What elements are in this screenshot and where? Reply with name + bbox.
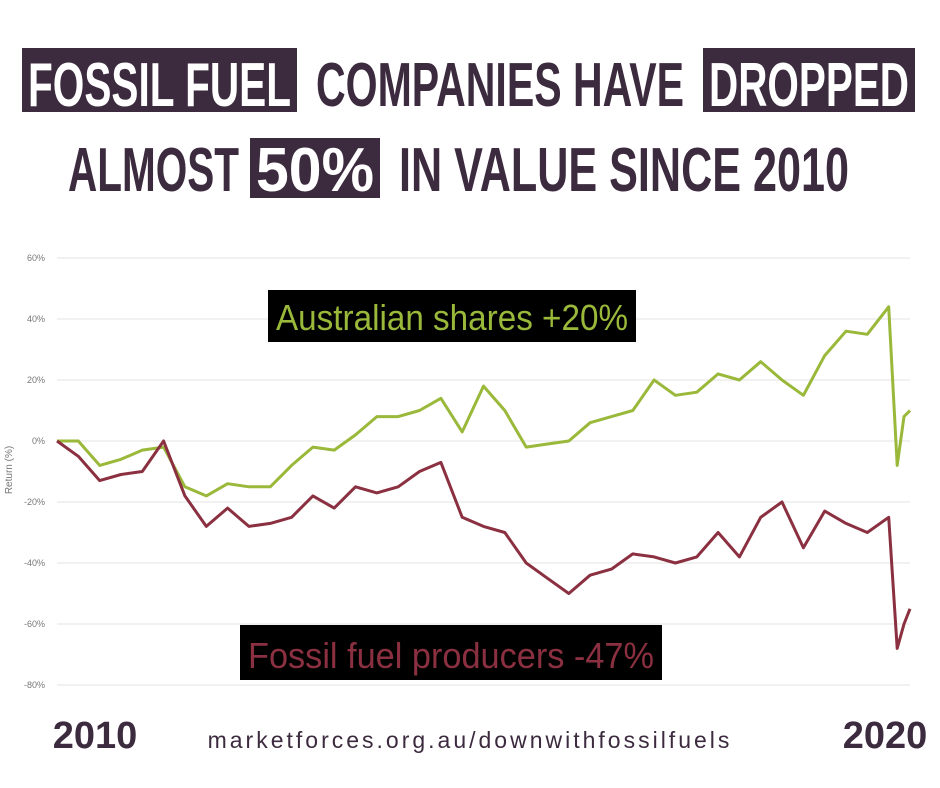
title-highlight xyxy=(703,48,915,112)
title-text: 50% xyxy=(256,136,374,205)
y-tick-label: 60% xyxy=(27,253,45,263)
title-text: FOSSIL FUEL xyxy=(28,51,291,120)
annotation-box xyxy=(268,290,636,342)
annotation-text: Fossil fuel producers -47% xyxy=(248,635,654,676)
title-highlight xyxy=(250,138,380,198)
annotation-text: Australian shares +20% xyxy=(276,297,628,338)
y-tick-label: 20% xyxy=(27,375,45,385)
series-line xyxy=(57,305,912,498)
annotation-box xyxy=(240,625,662,680)
title-text: ALMOST xyxy=(68,136,239,205)
y-tick-label: 0% xyxy=(32,436,45,446)
y-tick-label: 40% xyxy=(27,314,45,324)
x-tick-label: 2010 xyxy=(53,715,138,757)
title-text: DROPPED xyxy=(709,51,909,120)
series-line xyxy=(56,439,912,650)
y-tick-label: -20% xyxy=(24,497,45,507)
y-tick-label: -40% xyxy=(24,558,45,568)
title-text: IN VALUE SINCE 2010 xyxy=(399,136,849,205)
x-tick-label: 2020 xyxy=(843,715,928,757)
title-text: COMPANIES HAVE xyxy=(316,51,684,120)
y-axis-label: Return (%) xyxy=(4,446,15,494)
footer: marketforces.org.au/downwithfossilfuels xyxy=(208,727,733,753)
title-highlight xyxy=(22,48,297,112)
y-tick-label: -60% xyxy=(24,619,45,629)
y-tick-label: -80% xyxy=(24,680,45,690)
